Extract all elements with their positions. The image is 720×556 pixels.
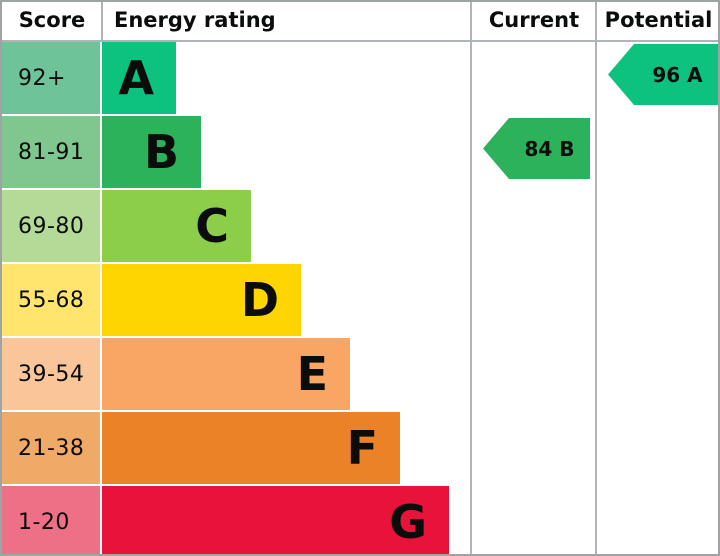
bands-container: 92+ A 81-91 B 69-80 C 55-68 D 39-54 E bbox=[2, 42, 596, 554]
rating-bar: C bbox=[102, 190, 251, 262]
band-row: 55-68 D bbox=[2, 262, 596, 336]
band-letter: B bbox=[143, 125, 179, 179]
score-cell: 81-91 bbox=[2, 116, 100, 188]
rating-bar: D bbox=[102, 264, 301, 336]
band-row: 1-20 G bbox=[2, 484, 596, 554]
current-rating-label: 84 B bbox=[524, 136, 575, 161]
score-range-label: 55-68 bbox=[18, 287, 85, 313]
band-letter: A bbox=[118, 51, 154, 105]
band-row: 21-38 F bbox=[2, 410, 596, 484]
header-current: Current bbox=[488, 8, 580, 32]
score-range-label: 1-20 bbox=[18, 509, 70, 535]
score-cell: 69-80 bbox=[2, 190, 100, 262]
header-score: Score bbox=[18, 8, 86, 32]
band-row: 69-80 C bbox=[2, 188, 596, 262]
header-energy-rating: Energy rating bbox=[114, 8, 276, 32]
score-range-label: 69-80 bbox=[18, 213, 85, 239]
score-cell: 21-38 bbox=[2, 412, 100, 484]
band-letter: E bbox=[296, 347, 328, 401]
divider-current-potential bbox=[595, 2, 597, 554]
score-range-label: 92+ bbox=[18, 65, 66, 91]
score-cell: 55-68 bbox=[2, 264, 100, 336]
band-row: 39-54 E bbox=[2, 336, 596, 410]
rating-bar: E bbox=[102, 338, 350, 410]
divider-rating-current bbox=[470, 2, 472, 554]
potential-rating-marker: 96 A bbox=[608, 44, 718, 105]
rating-bar: F bbox=[102, 412, 400, 484]
band-row: 81-91 B bbox=[2, 114, 596, 188]
band-letter: G bbox=[389, 495, 427, 549]
rating-bar: G bbox=[102, 486, 449, 554]
header-potential: Potential bbox=[604, 8, 713, 32]
score-cell: 1-20 bbox=[2, 486, 100, 554]
score-cell: 39-54 bbox=[2, 338, 100, 410]
rating-bar: A bbox=[102, 42, 176, 114]
band-letter: C bbox=[195, 199, 229, 253]
score-range-label: 81-91 bbox=[18, 139, 85, 165]
current-rating-marker: 84 B bbox=[483, 118, 590, 179]
score-range-label: 21-38 bbox=[18, 435, 85, 461]
score-cell: 92+ bbox=[2, 42, 100, 114]
band-row: 92+ A bbox=[2, 42, 596, 114]
header-underline bbox=[2, 40, 718, 42]
rating-bar: B bbox=[102, 116, 201, 188]
band-letter: D bbox=[240, 273, 279, 327]
potential-rating-label: 96 A bbox=[652, 62, 703, 87]
divider-score-rating bbox=[101, 2, 103, 40]
score-range-label: 39-54 bbox=[18, 361, 85, 387]
band-letter: F bbox=[346, 421, 378, 475]
